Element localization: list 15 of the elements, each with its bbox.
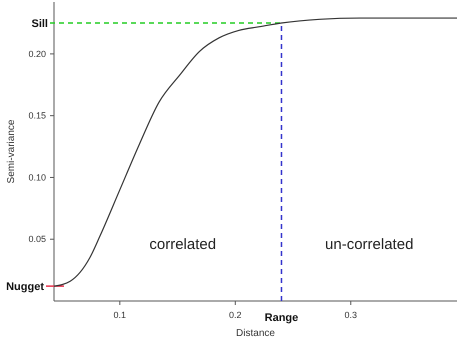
y-tick-label: 0.10 [28, 172, 46, 182]
line-series [53, 17, 458, 287]
x-tick-label: 0.1 [114, 310, 126, 320]
annotation: correlated [149, 236, 216, 253]
x-tick-label: 0.2 [229, 310, 242, 320]
y-tick-label: 0.15 [28, 110, 46, 121]
y-axis-title: Semi-variance [6, 119, 17, 184]
ref-line-label: Range [264, 312, 298, 324]
y-tick-label: 0.05 [28, 234, 46, 244]
y-tick-label: 0.20 [28, 48, 46, 59]
annotation: un-correlated [325, 236, 414, 253]
x-axis-title: Distance [236, 328, 276, 338]
ref-line-label: Sill [31, 18, 48, 30]
x-tick-label: 0.3 [344, 310, 358, 320]
ref-line-label: Nugget [6, 281, 44, 294]
